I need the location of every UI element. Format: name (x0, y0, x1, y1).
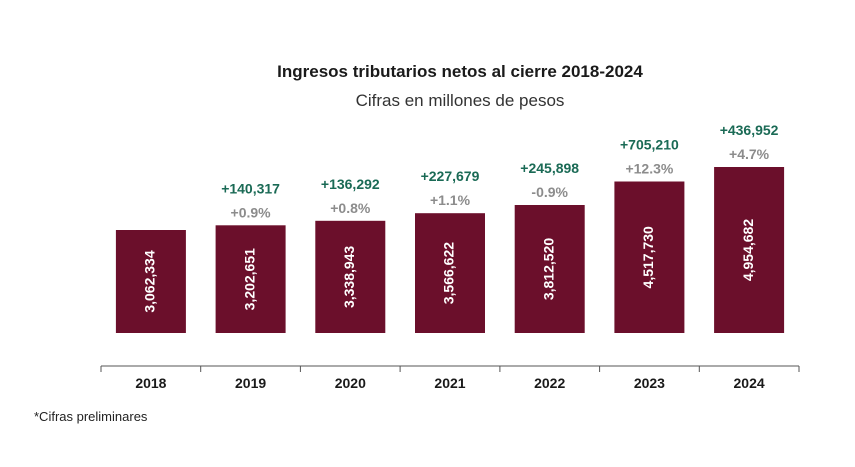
x-tick-label: 2022 (534, 375, 565, 391)
bar-2023 (614, 181, 685, 333)
x-tick-label: 2018 (135, 375, 166, 391)
chart-title: Ingresos tributarios netos al cierre 201… (277, 62, 643, 81)
x-tick-label: 2019 (235, 375, 266, 391)
pct-change-label: +0.8% (330, 200, 371, 216)
bar-value-label: 3,062,334 (142, 250, 158, 312)
bar-value-label: 3,812,520 (540, 238, 556, 300)
bar-2020 (315, 220, 386, 333)
bars-group: 3,062,334 3,202,651 +0.9% +140,317 3,338,943… (115, 122, 785, 333)
pct-change-label: +4.7% (729, 146, 770, 162)
x-tick-label: 2023 (634, 375, 665, 391)
bar-value-label: 4,517,730 (640, 226, 656, 288)
bar-2019 (215, 225, 286, 333)
bar-2022 (514, 205, 585, 333)
pct-change-label: -0.9% (531, 184, 568, 200)
bar-value-label: 3,566,622 (441, 242, 457, 304)
abs-change-label: +136,292 (321, 176, 380, 192)
x-tick-label: 2020 (335, 375, 366, 391)
bar-value-label: 3,202,651 (241, 248, 257, 310)
bar-2018 (115, 230, 186, 333)
chart-subtitle: Cifras en millones de pesos (356, 91, 565, 110)
x-tick-label: 2024 (734, 375, 765, 391)
bar-value-label: 4,954,682 (740, 219, 756, 281)
pct-change-label: +0.9% (231, 204, 272, 220)
abs-change-label: +227,679 (421, 168, 480, 184)
pct-change-label: +12.3% (625, 161, 673, 177)
abs-change-label: +140,317 (221, 180, 280, 196)
bar-2024 (714, 167, 785, 333)
x-tick-label: 2021 (434, 375, 465, 391)
bar-2021 (415, 213, 485, 333)
pct-change-label: +1.1% (430, 192, 471, 208)
x-axis: 2018 2019 2020 2021 2022 2023 2024 (100, 365, 800, 391)
bar-value-label: 3,338,943 (341, 246, 357, 308)
abs-change-label: +705,210 (620, 137, 679, 153)
abs-change-label: +436,952 (720, 122, 779, 138)
footnote: *Cifras preliminares (34, 409, 148, 424)
abs-change-label: +245,898 (520, 160, 579, 176)
